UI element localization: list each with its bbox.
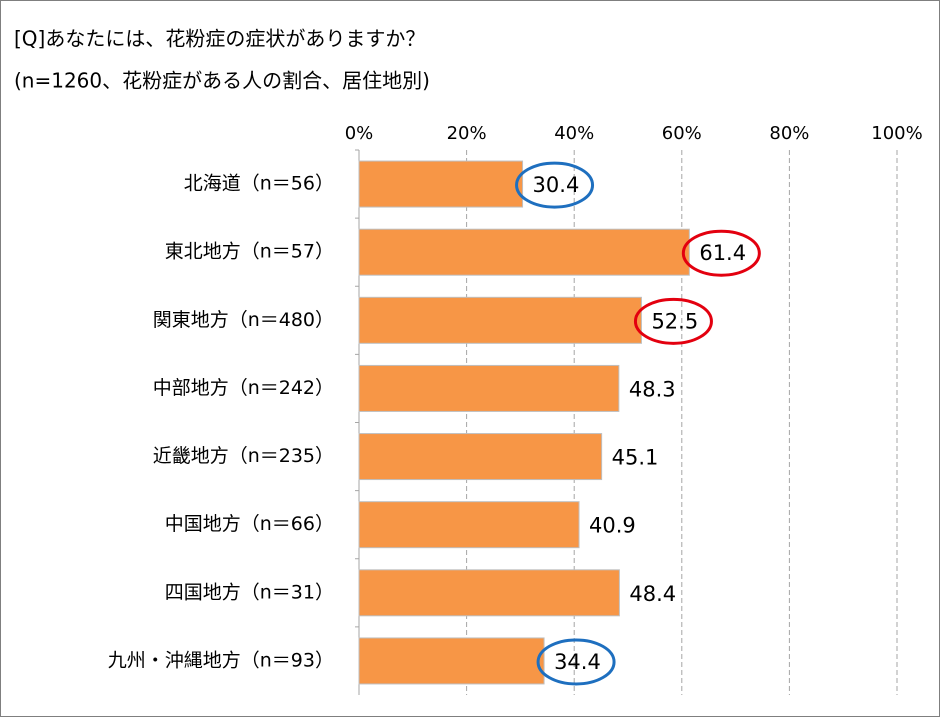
highlight-circle <box>515 161 595 209</box>
bar <box>358 637 545 685</box>
bar <box>358 296 642 344</box>
y-tick-label: 中国地方（n＝66） <box>165 513 334 535</box>
highlight-circle <box>536 638 616 686</box>
chart-subtitle: (n=1260、花粉症がある人の割合、居住地別) <box>14 69 430 93</box>
bar <box>358 228 690 276</box>
bar <box>358 501 580 549</box>
y-tick-label: 九州・沖縄地方（n＝93） <box>108 649 334 671</box>
bar <box>358 364 620 412</box>
y-tick-label: 四国地方（n＝31） <box>165 581 334 603</box>
x-tick-label: 60% <box>662 123 702 144</box>
value-label: 48.3 <box>629 377 676 401</box>
value-label: 61.4 <box>699 241 746 265</box>
value-label: 30.4 <box>533 173 580 197</box>
value-label: 45.1 <box>612 446 659 470</box>
value-label: 52.5 <box>651 309 698 333</box>
y-tick-label: 東北地方（n＝57） <box>165 241 334 263</box>
y-tick-label: 北海道（n＝56） <box>184 173 334 195</box>
value-label: 34.4 <box>554 650 601 674</box>
x-tick-label: 20% <box>447 123 487 144</box>
bar <box>358 433 603 481</box>
y-tick-label: 関東地方（n＝480） <box>153 309 334 331</box>
value-label: 48.4 <box>629 582 676 606</box>
chart-title: [Q]あなたには、花粉症の症状がありますか？ <box>14 27 425 51</box>
y-tick-label: 近畿地方（n＝235） <box>153 445 334 467</box>
x-tick-label: 0% <box>345 123 374 144</box>
bar <box>358 160 524 208</box>
x-tick-label: 100% <box>871 123 922 144</box>
x-tick-label: 40% <box>554 123 594 144</box>
bar <box>358 569 620 617</box>
highlight-circle <box>681 229 761 277</box>
x-tick-label: 80% <box>769 123 809 144</box>
highlight-circle <box>633 297 713 345</box>
value-label: 40.9 <box>589 514 636 538</box>
y-tick-label: 中部地方（n＝242） <box>153 377 334 399</box>
